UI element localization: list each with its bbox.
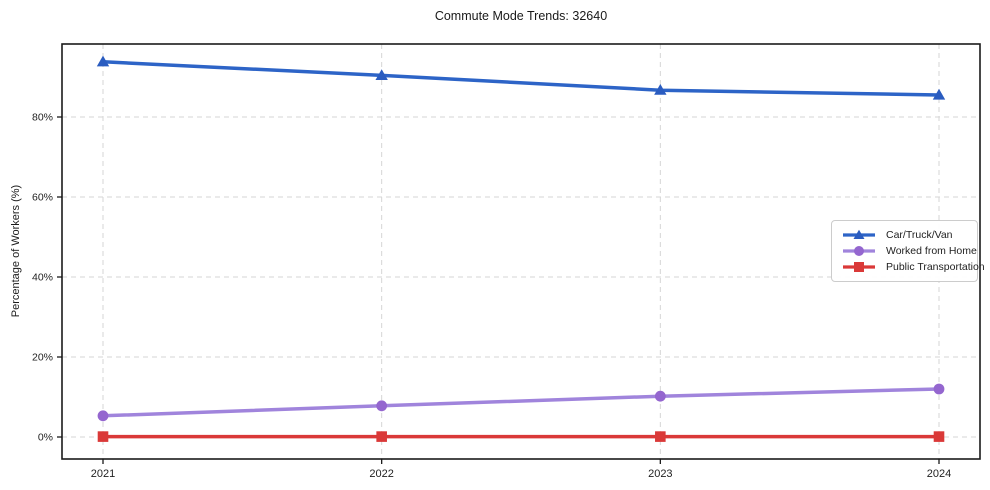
- square-marker-icon: [655, 431, 666, 442]
- circle-marker-icon: [97, 410, 109, 422]
- triangle-marker-icon: [375, 69, 388, 80]
- legend-label: Car/Truck/Van: [886, 229, 953, 241]
- x-tick-label: 2024: [927, 468, 951, 480]
- circle-marker-icon: [933, 383, 945, 395]
- x-tick-label: 2023: [648, 468, 672, 480]
- y-tick-label: 80%: [32, 112, 53, 124]
- y-tick-label: 20%: [32, 352, 53, 364]
- circle-marker-icon: [376, 400, 388, 412]
- x-tick-label: 2021: [91, 468, 115, 480]
- square-marker-icon: [843, 262, 875, 272]
- x-tick-label: 2022: [369, 468, 393, 480]
- legend-entry: Worked from Home: [841, 244, 977, 258]
- circle-marker-icon: [654, 390, 666, 402]
- triangle-marker-icon: [96, 55, 110, 67]
- y-tick-label: 60%: [32, 192, 53, 204]
- legend: Car/Truck/Van Worked from Home Public Tran…: [831, 220, 985, 282]
- series-line-car-truck-van: [101, 60, 941, 97]
- triangle-marker-icon: [932, 88, 946, 100]
- circle-marker-icon: [843, 246, 875, 256]
- chart-title: Commute Mode Trends: 32640: [434, 9, 608, 23]
- square-marker-icon: [933, 431, 945, 442]
- series-line-worked-from-home: [101, 387, 941, 418]
- legend-label: Worked from Home: [886, 245, 977, 257]
- y-tick-label: 0%: [38, 432, 53, 444]
- square-marker-icon: [97, 431, 109, 442]
- legend-entry: Car/Truck/Van: [841, 228, 969, 242]
- legend-entry: Public Transportation: [841, 260, 985, 274]
- legend-label: Public Transportation: [886, 261, 985, 273]
- triangle-marker-icon: [654, 84, 667, 95]
- square-marker-icon: [376, 431, 387, 442]
- y-tick-label: 40%: [32, 272, 53, 284]
- plot-frame: [61, 43, 981, 460]
- triangle-marker-icon: [843, 229, 875, 239]
